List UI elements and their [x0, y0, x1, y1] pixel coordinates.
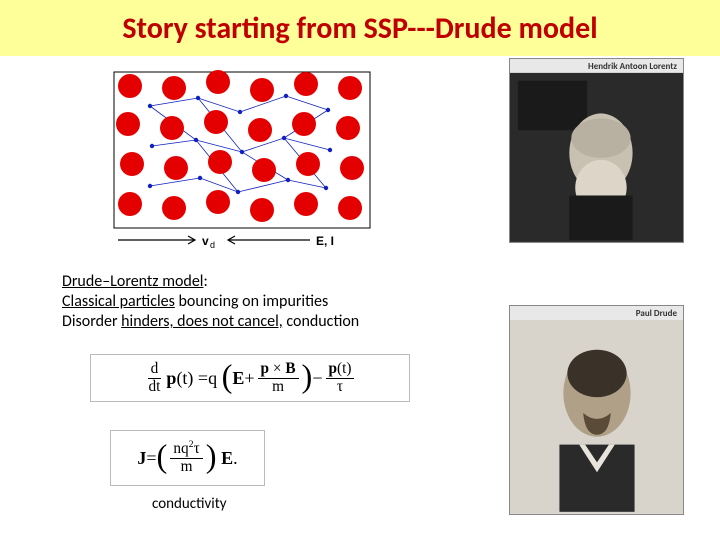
desc-conduction: conduction — [283, 312, 359, 331]
eq1-minus: − — [312, 368, 322, 389]
svg-text:d: d — [210, 240, 215, 250]
desc-line-3: Disorder hinders, does not cancel, condu… — [62, 312, 359, 332]
desc-bouncing: bouncing on impurities — [175, 292, 328, 311]
svg-text:v: v — [202, 234, 209, 248]
drude-placeholder — [510, 306, 683, 514]
description-text: Drude–Lorentz model: Classical particles… — [62, 272, 359, 332]
desc-hinders: hinders, does not cancel, — [121, 312, 283, 331]
eq1-plus: + — [244, 368, 254, 389]
drude-portrait: Paul Drude — [509, 305, 684, 515]
eq1-q: q — [208, 368, 217, 389]
eq2-tau: τ — [194, 440, 200, 457]
eq1-times: × — [269, 360, 285, 377]
eq2-q: q — [181, 440, 189, 457]
eq1-tau: τ — [337, 378, 343, 395]
eq1-E: E — [232, 368, 244, 389]
lorentz-placeholder — [510, 59, 683, 242]
eq2-m: m — [181, 458, 193, 475]
eq1-m: m — [272, 378, 284, 395]
desc-classical: Classical particles — [62, 292, 175, 311]
eq2-J: J — [137, 448, 146, 469]
drude-model-diagram: vd E, I — [110, 68, 380, 258]
lorentz-portrait: Hendrik Antoon Lorentz — [509, 58, 684, 243]
eq2-E: E — [221, 448, 233, 469]
drude-caption: Paul Drude — [636, 308, 677, 319]
desc-colon: : — [203, 272, 207, 291]
eq1-p3: p — [329, 360, 338, 377]
eq1-dt: dt — [149, 378, 161, 395]
eq1-B: B — [285, 360, 295, 377]
eq1-p3t: (t) — [337, 360, 351, 377]
eq2-n: n — [173, 440, 181, 457]
eq1-d: d — [151, 360, 159, 377]
desc-model-name: Drude–Lorentz model — [62, 272, 203, 291]
desc-line-1: Drude–Lorentz model: — [62, 272, 359, 292]
slide-title: Story starting from SSP---Drude model — [122, 10, 597, 47]
lorentz-caption: Hendrik Antoon Lorentz — [588, 61, 677, 72]
eq1-p1: p — [166, 368, 176, 389]
eq2-dot: . — [233, 448, 238, 469]
desc-line-2: Classical particles bouncing on impuriti… — [62, 292, 359, 312]
current-density-equation: J = ( nq2τ m ) E . — [110, 430, 265, 486]
desc-disorder: Disorder — [62, 312, 121, 331]
conductivity-label: conductivity — [152, 495, 227, 513]
title-bar: Story starting from SSP---Drude model — [0, 0, 720, 56]
svg-text:E, I: E, I — [316, 234, 334, 248]
eq1-p2: p — [261, 360, 270, 377]
eq1-teq: (t) = — [176, 368, 208, 389]
eq2-eq: = — [146, 448, 156, 469]
momentum-equation: d dt p (t) = q ( E + p × B m ) − p(t) τ — [90, 354, 410, 402]
